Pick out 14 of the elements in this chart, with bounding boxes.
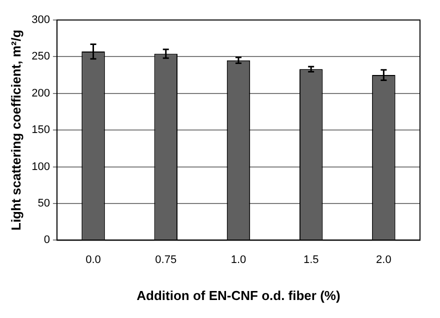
x-tick-label: 2.0	[376, 254, 392, 266]
y-tick-label: 0	[44, 234, 50, 246]
x-tick-label: 0.0	[86, 254, 101, 266]
x-tick-label: 0.75	[155, 254, 177, 266]
y-tick-label: 150	[32, 124, 50, 136]
y-tick-label: 100	[32, 160, 50, 173]
x-tick-label: 1.0	[230, 254, 246, 266]
x-axis-title: Addition of EN-CNF o.d. fiber (%)	[136, 288, 340, 303]
y-tick-label: 50	[38, 198, 50, 210]
y-tick-label: 300	[32, 14, 50, 26]
y-tick-label: 200	[32, 87, 50, 100]
y-axis-title: Light scattering coefficient, m²/g	[8, 30, 24, 230]
x-tick-label: 1.5	[303, 254, 319, 266]
y-tick-label: 250	[32, 50, 50, 63]
